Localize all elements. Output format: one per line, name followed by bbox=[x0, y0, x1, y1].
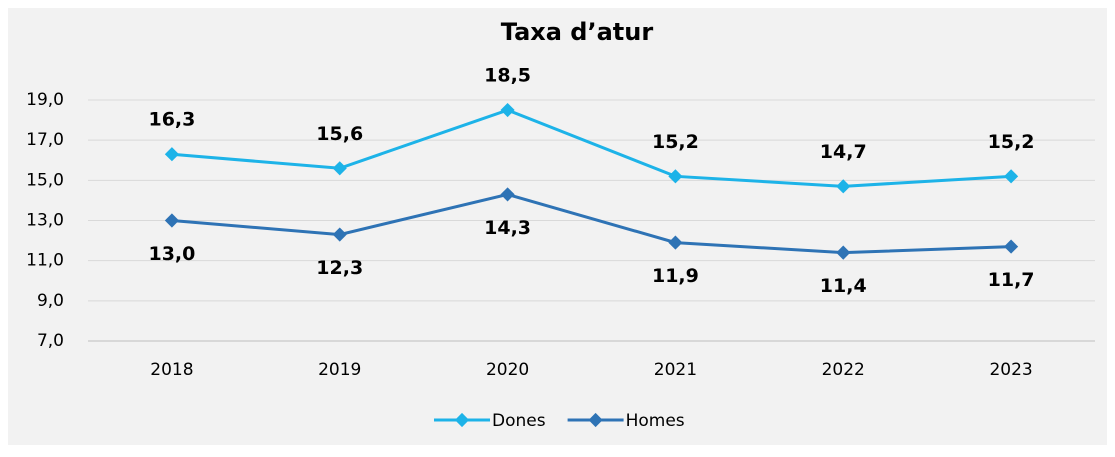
series-line bbox=[171, 108, 1012, 188]
data-label: 13,0 bbox=[148, 243, 195, 265]
marker bbox=[500, 102, 515, 118]
data-label: 11,4 bbox=[820, 275, 867, 297]
data-label: 11,7 bbox=[988, 269, 1035, 291]
x-tick-label: 2021 bbox=[654, 360, 697, 380]
chart-background bbox=[8, 8, 1107, 445]
marker bbox=[836, 179, 851, 194]
y-tick-label: 15,0 bbox=[26, 170, 64, 190]
x-tick-label: 2018 bbox=[150, 360, 193, 380]
data-label: 11,9 bbox=[652, 265, 699, 287]
y-tick-label: 11,0 bbox=[26, 251, 64, 271]
data-label: 12,3 bbox=[316, 257, 363, 279]
y-tick-label: 13,0 bbox=[26, 211, 64, 231]
marker bbox=[164, 147, 179, 162]
data-label: 14,7 bbox=[820, 141, 867, 163]
data-label: 18,5 bbox=[484, 65, 531, 87]
chart-title: Taxa d’atur bbox=[501, 18, 654, 46]
marker bbox=[1004, 169, 1019, 184]
legend-marker bbox=[454, 412, 470, 428]
marker bbox=[836, 245, 851, 260]
marker bbox=[1004, 239, 1019, 254]
legend-label: Homes bbox=[626, 411, 685, 431]
y-tick-label: 9,0 bbox=[37, 291, 64, 311]
marker bbox=[668, 235, 683, 250]
y-tick-label: 17,0 bbox=[26, 130, 64, 150]
x-tick-label: 2023 bbox=[989, 360, 1032, 380]
x-tick-label: 2020 bbox=[486, 360, 529, 380]
legend-marker bbox=[588, 412, 603, 428]
marker bbox=[332, 227, 347, 242]
data-label: 15,6 bbox=[316, 123, 363, 145]
marker bbox=[332, 161, 347, 176]
marker bbox=[164, 213, 179, 228]
y-tick-label: 7,0 bbox=[37, 331, 64, 351]
data-label: 14,3 bbox=[484, 217, 531, 239]
data-label: 15,2 bbox=[988, 131, 1035, 153]
marker bbox=[500, 187, 515, 202]
data-label: 16,3 bbox=[148, 109, 195, 131]
y-tick-label: 19,0 bbox=[26, 90, 64, 110]
data-label: 15,2 bbox=[652, 131, 699, 153]
x-tick-label: 2019 bbox=[318, 360, 361, 380]
series-line bbox=[171, 192, 1012, 255]
marker bbox=[668, 169, 683, 184]
legend-label: Dones bbox=[492, 411, 546, 431]
x-tick-label: 2022 bbox=[822, 360, 865, 380]
